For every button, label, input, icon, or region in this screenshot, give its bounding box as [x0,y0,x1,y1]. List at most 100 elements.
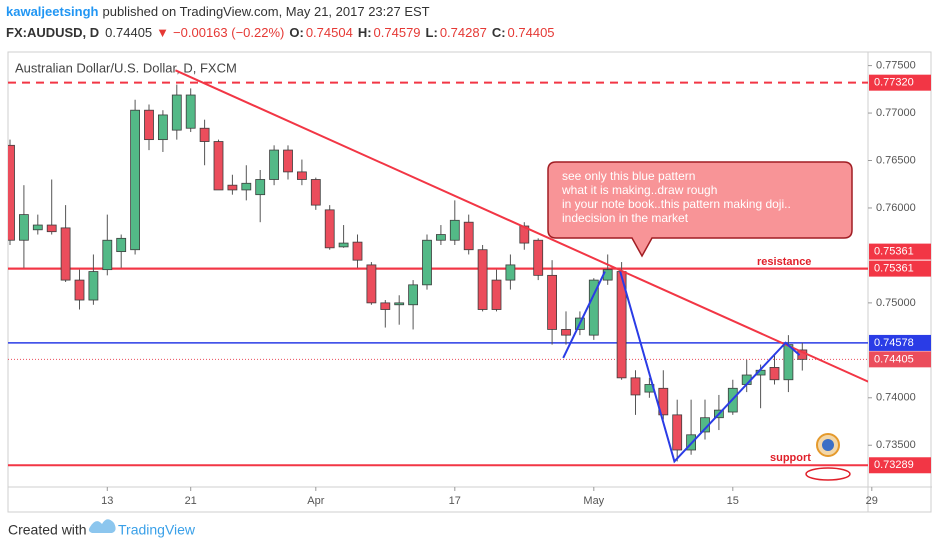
y-tick-label: 0.75000 [876,297,916,309]
callout-text: what it is making..draw rough [561,183,717,197]
y-tick-label: 0.77000 [876,107,916,119]
x-tick-label: 15 [727,495,739,507]
candle-body [547,274,557,330]
x-tick-label: 17 [449,495,461,507]
candle-body [394,302,405,306]
ohlc-value: 0.74405 [508,25,555,40]
candle-body [519,225,530,244]
candle-body [505,264,516,281]
y-tick-label: 0.77500 [876,59,916,71]
ohlc-value: 0.74579 [374,25,421,40]
price-label-box [869,334,931,351]
ohlc-label: H: [358,25,372,40]
candle-body [435,234,446,241]
y-tick-label: 0.76500 [876,154,916,166]
candle-body [130,109,141,251]
symbol-title: Australian Dollar/U.S. Dollar, D, FXCM [15,60,237,75]
footer-brand[interactable]: TradingView [118,522,196,538]
candle-body [366,264,377,304]
callout: see only this blue pattern what it is ma… [547,161,853,258]
callout-text: in your note book..this pattern making d… [562,197,791,211]
ohlc-value: 0.74504 [306,25,353,40]
price-label: 0.75361 [874,246,914,258]
candle-body [241,182,252,191]
candle-body [199,127,210,142]
x-tick-label: 29 [866,495,878,507]
price-label: 0.74578 [874,337,914,349]
candle-body [46,224,57,233]
x-tick-label: 13 [101,495,113,507]
candle-body [144,109,154,141]
candle-body [102,239,113,271]
callout-text: indecision in the market [562,211,689,225]
candle-body [157,114,168,141]
price-label: 0.74405 [874,353,914,365]
sticker [805,433,851,481]
candle-body [255,179,266,196]
candle-body [783,344,794,381]
price-label-box [869,243,931,260]
symbol: FX:AUDUSD, D [6,25,99,40]
change: −0.00163 (−0.22%) [173,25,284,40]
candle-body [463,221,474,251]
author[interactable]: kawaljeetsingh [6,4,99,19]
candle-body [310,179,321,206]
trendline [562,271,606,359]
published: published on TradingView.com, May 21, 20… [102,4,429,19]
candle-body [296,171,307,180]
candle-body [213,141,224,191]
candle-body [588,279,599,336]
candle-body [561,329,571,336]
price-label: 0.77320 [874,77,914,89]
ohlc-value: 0.74287 [440,25,487,40]
candle-body [283,149,293,173]
candle-body [630,377,641,396]
candle-body [658,387,669,416]
price-label: 0.75361 [874,263,914,275]
candle-body [491,279,502,310]
ohlc-label: L: [426,25,438,40]
candle-body [18,214,29,241]
footer-text: Created with [8,522,87,538]
plot [8,69,868,467]
logo [88,519,116,533]
candle-body [769,367,780,381]
candle-body [8,144,15,241]
resistance-label: resistance [757,256,811,268]
candle-body [602,269,613,281]
last-price: 0.74405 [105,25,152,40]
price-label-box [869,351,931,368]
x-tick-label: May [583,495,604,507]
x-tick-label: 21 [185,495,197,507]
candle-body [422,239,432,286]
candle-body [32,224,43,231]
y-tick-label: 0.73500 [876,439,916,451]
price-label-box [869,457,931,474]
candle-body [352,241,363,261]
quote-line: FX:AUDUSD, D 0.74405 ▼ −0.00163 (−0.22%) O: 0… [6,25,555,40]
ohlc-label: O: [289,25,303,40]
candle-body [672,414,683,451]
trendline [175,69,868,383]
price-label: 0.73289 [874,459,914,471]
trendline [619,271,801,464]
x-tick-label: Apr [307,495,324,507]
candle-body [477,249,488,310]
support-label: support [770,452,811,464]
candle-body [88,271,99,301]
callout-box [547,161,853,258]
candle-body [116,237,127,253]
arrow: ▼ [156,25,169,40]
candle-body [74,279,85,301]
y-tick-label: 0.74000 [876,392,916,404]
candle-body [324,209,335,249]
price-label-box [869,260,931,277]
candle-body [171,94,182,131]
candle-body [185,94,196,129]
candle-body [269,149,280,180]
header-line: kawaljeetsingh published on TradingView.c… [6,4,430,19]
price-label-box [869,74,931,91]
chart-frame [7,51,932,513]
